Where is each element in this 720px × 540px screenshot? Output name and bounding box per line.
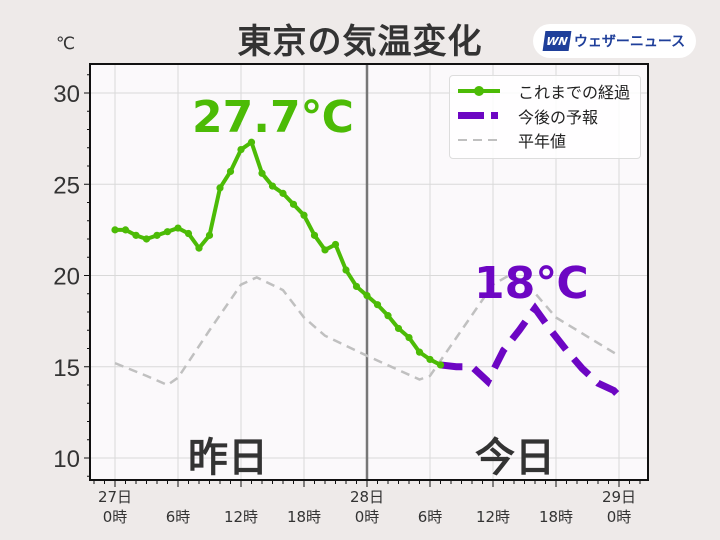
observed-point <box>415 348 424 356</box>
observed-point <box>363 291 371 300</box>
legend-label: 今後の予報 <box>518 108 599 127</box>
observed-point <box>310 231 319 239</box>
observed-point <box>405 333 413 342</box>
observed-point <box>279 189 287 197</box>
normal-line <box>114 274 620 387</box>
forecast-line-swatch <box>458 104 500 128</box>
y-tick-label: 30 <box>53 81 80 108</box>
x-hour-label: 12時 <box>224 508 258 526</box>
observed-point <box>174 224 182 232</box>
observed-point <box>258 169 266 177</box>
observed-point <box>216 184 224 192</box>
x-hour-label: 18時 <box>539 508 573 526</box>
observed-point <box>195 244 203 252</box>
legend-item-observed: これまでの経過 <box>458 79 630 103</box>
observed-line-swatch <box>458 79 500 103</box>
legend-item-normal: 平年値 <box>458 128 566 152</box>
x-hour-label: 18時 <box>287 508 321 526</box>
observed-point <box>121 226 130 234</box>
observed-point <box>205 231 214 239</box>
observed-point <box>153 231 161 239</box>
plot-frame <box>89 63 649 481</box>
observed-point <box>321 246 329 254</box>
observed-point <box>373 301 382 309</box>
yesterday-label: 昨日 <box>188 435 268 481</box>
observed-point <box>132 231 140 239</box>
weathernews-logo: WN ウェザーニュース <box>533 24 696 58</box>
observed-point <box>384 312 392 320</box>
observed-point <box>268 182 277 190</box>
max-observed-label: 27.7℃ <box>192 92 354 143</box>
normal-line-swatch <box>458 128 500 152</box>
y-tick-label: 25 <box>53 172 80 199</box>
legend-item-forecast: 今後の予報 <box>458 104 598 128</box>
chart-title: 東京の気温変化 <box>237 22 483 62</box>
observed-point <box>331 240 340 249</box>
observed-point <box>426 355 434 364</box>
observed-point <box>237 145 245 154</box>
x-hour-label: 0時 <box>103 508 128 526</box>
observed-point <box>436 361 445 369</box>
observed-point <box>226 167 235 176</box>
legend-label: これまでの経過 <box>518 83 631 102</box>
x-date-label: 29日 <box>602 488 636 506</box>
observed-point <box>289 200 298 208</box>
x-hour-label: 0時 <box>355 508 380 526</box>
observed-point <box>342 266 350 274</box>
observed-point <box>394 324 403 333</box>
y-tick-label: 20 <box>53 264 80 291</box>
observed-point <box>163 228 172 236</box>
forecast-line <box>440 302 627 404</box>
observed-point <box>184 229 193 238</box>
chart-legend: これまでの経過 今後の予報 平年値 <box>449 75 641 159</box>
x-date-label: 27日 <box>98 488 132 506</box>
x-hour-label: 0時 <box>607 508 632 526</box>
brand-name: ウェザーニュース <box>573 34 686 50</box>
x-hour-label: 6時 <box>166 508 191 526</box>
y-axis-unit: ℃ <box>56 34 76 54</box>
observed-point <box>352 282 361 291</box>
x-hour-label: 6時 <box>418 508 443 526</box>
y-tick-label: 15 <box>53 355 80 382</box>
observed-point <box>142 235 151 243</box>
observed-point <box>300 211 308 219</box>
x-date-label: 28日 <box>350 488 384 506</box>
max-forecast-label: 18℃ <box>474 258 589 309</box>
today-label: 今日 <box>475 435 555 481</box>
observed-point <box>111 226 119 234</box>
x-hour-label: 12時 <box>476 508 510 526</box>
legend-label: 平年値 <box>518 132 567 151</box>
observed-point <box>247 138 256 146</box>
y-tick-label: 10 <box>53 446 80 473</box>
